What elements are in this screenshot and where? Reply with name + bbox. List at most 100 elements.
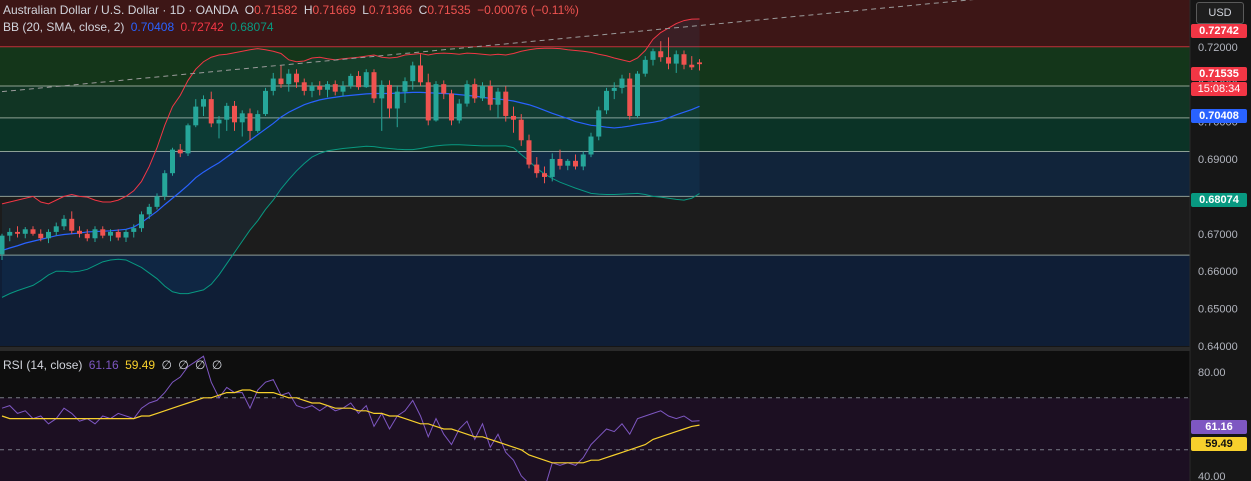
candle-body (108, 231, 113, 236)
candle-body (294, 73, 299, 83)
candle-body (239, 113, 245, 123)
candle-body (596, 110, 602, 137)
zone-3 (0, 117, 1190, 152)
candle-body (627, 78, 633, 116)
candle-body (177, 149, 183, 154)
close-label: C (418, 3, 428, 17)
candle-body (270, 78, 276, 91)
bb-legend: BB (20, SMA, close, 2) 0.70408 0.72742 0… (3, 20, 277, 34)
rsi-ma-value: 59.49 (125, 358, 156, 372)
bb-lower-value: 0.68074 (230, 20, 274, 34)
candle-body (22, 229, 28, 234)
bb-lower-line (1, 144, 700, 298)
candle-body (480, 86, 485, 99)
bb-label[interactable]: BB (20, SMA, close, 2) (3, 20, 125, 34)
candle-body (433, 84, 439, 121)
candle-body (185, 125, 191, 154)
candle-body (77, 230, 82, 234)
zone-4 (0, 151, 1190, 197)
rsi-line (1, 355, 700, 481)
zone-6 (0, 255, 1190, 346)
candle-body (170, 149, 175, 174)
symbol-title[interactable]: Australian Dollar / U.S. Dollar · 1D · O… (3, 3, 239, 17)
rsi-label[interactable]: RSI (14, close) (3, 358, 83, 372)
candle-body (604, 90, 609, 111)
candle-body (666, 57, 671, 64)
candle-body (503, 91, 509, 116)
bb-basis-value: 0.70408 (130, 20, 175, 34)
candle-body (356, 75, 361, 88)
candle-body (681, 54, 687, 65)
candle-body (208, 99, 214, 124)
candle-body (495, 91, 501, 105)
candle-body (46, 231, 51, 239)
bb-basis-badge: 0.70408 (1191, 109, 1247, 123)
ohlc-legend: Australian Dollar / U.S. Dollar · 1D · O… (3, 3, 582, 17)
candle-body (232, 105, 237, 123)
rsi-extra-3: ∅ (195, 358, 206, 372)
price-tick-label: 0.72000 (1198, 42, 1238, 54)
candle-body (410, 65, 416, 82)
candle-body (286, 73, 292, 85)
candle-body (278, 78, 284, 85)
open-label: O (244, 3, 255, 17)
candle-body (69, 218, 75, 231)
candle-body (697, 62, 702, 65)
candle-body (0, 235, 5, 255)
open-value: 0.71582 (254, 3, 298, 17)
high-label: H (303, 3, 313, 17)
bb-upper-line (1, 18, 700, 205)
candle-body (224, 105, 230, 120)
low-value: 0.71366 (368, 3, 413, 17)
candle-body (139, 214, 144, 229)
candle-body (526, 140, 532, 165)
candle-body (449, 93, 454, 121)
candle-body (247, 113, 253, 131)
candle-body (557, 158, 563, 166)
rsi-ma-badge: 59.49 (1191, 437, 1247, 451)
candle-body (193, 106, 199, 126)
candle-body (332, 84, 338, 92)
candle-body (131, 228, 137, 232)
candle-body (154, 196, 160, 207)
candle-body (123, 231, 129, 238)
candle-body (635, 73, 640, 116)
price-tick-label: 0.65000 (1198, 304, 1238, 316)
candle-body (7, 231, 13, 236)
candle-body (418, 65, 423, 83)
candle-body (588, 136, 594, 155)
candle-body (115, 231, 121, 238)
currency-button[interactable]: USD (1196, 2, 1244, 24)
price-tick-label: 0.64000 (1198, 341, 1238, 353)
candle-body (487, 86, 493, 105)
candle-body (619, 78, 625, 88)
dashed-trend-line (1, 0, 974, 93)
candle-body (580, 154, 586, 167)
candle-body (301, 82, 307, 91)
candle-body (673, 54, 679, 64)
candle-body (61, 218, 67, 227)
candle-body (379, 84, 385, 99)
last-price-badge: 0.71535 (1191, 67, 1247, 81)
candle-body (402, 81, 408, 92)
rsi-ma-line (1, 389, 700, 464)
change-value: −0.00076 (−0.11%) (477, 3, 579, 17)
candle-body (340, 86, 346, 92)
support-resistance-zones (0, 0, 1190, 346)
zone-5 (0, 196, 1190, 256)
candle-body (387, 84, 392, 109)
candle-body (650, 51, 656, 60)
candle-body (363, 72, 369, 88)
candle-body (542, 173, 547, 177)
bb-fill (2, 19, 700, 298)
bb-upper-value: 0.72742 (180, 20, 224, 34)
rsi-extra-4: ∅ (211, 358, 223, 372)
candle-body (689, 64, 695, 68)
candle-body (642, 59, 648, 74)
candle-body (518, 119, 524, 141)
low-label: L (362, 3, 369, 17)
candle-body (534, 164, 540, 174)
candle-body (472, 84, 478, 99)
bb-upper-badge: 0.72742 (1191, 24, 1247, 38)
